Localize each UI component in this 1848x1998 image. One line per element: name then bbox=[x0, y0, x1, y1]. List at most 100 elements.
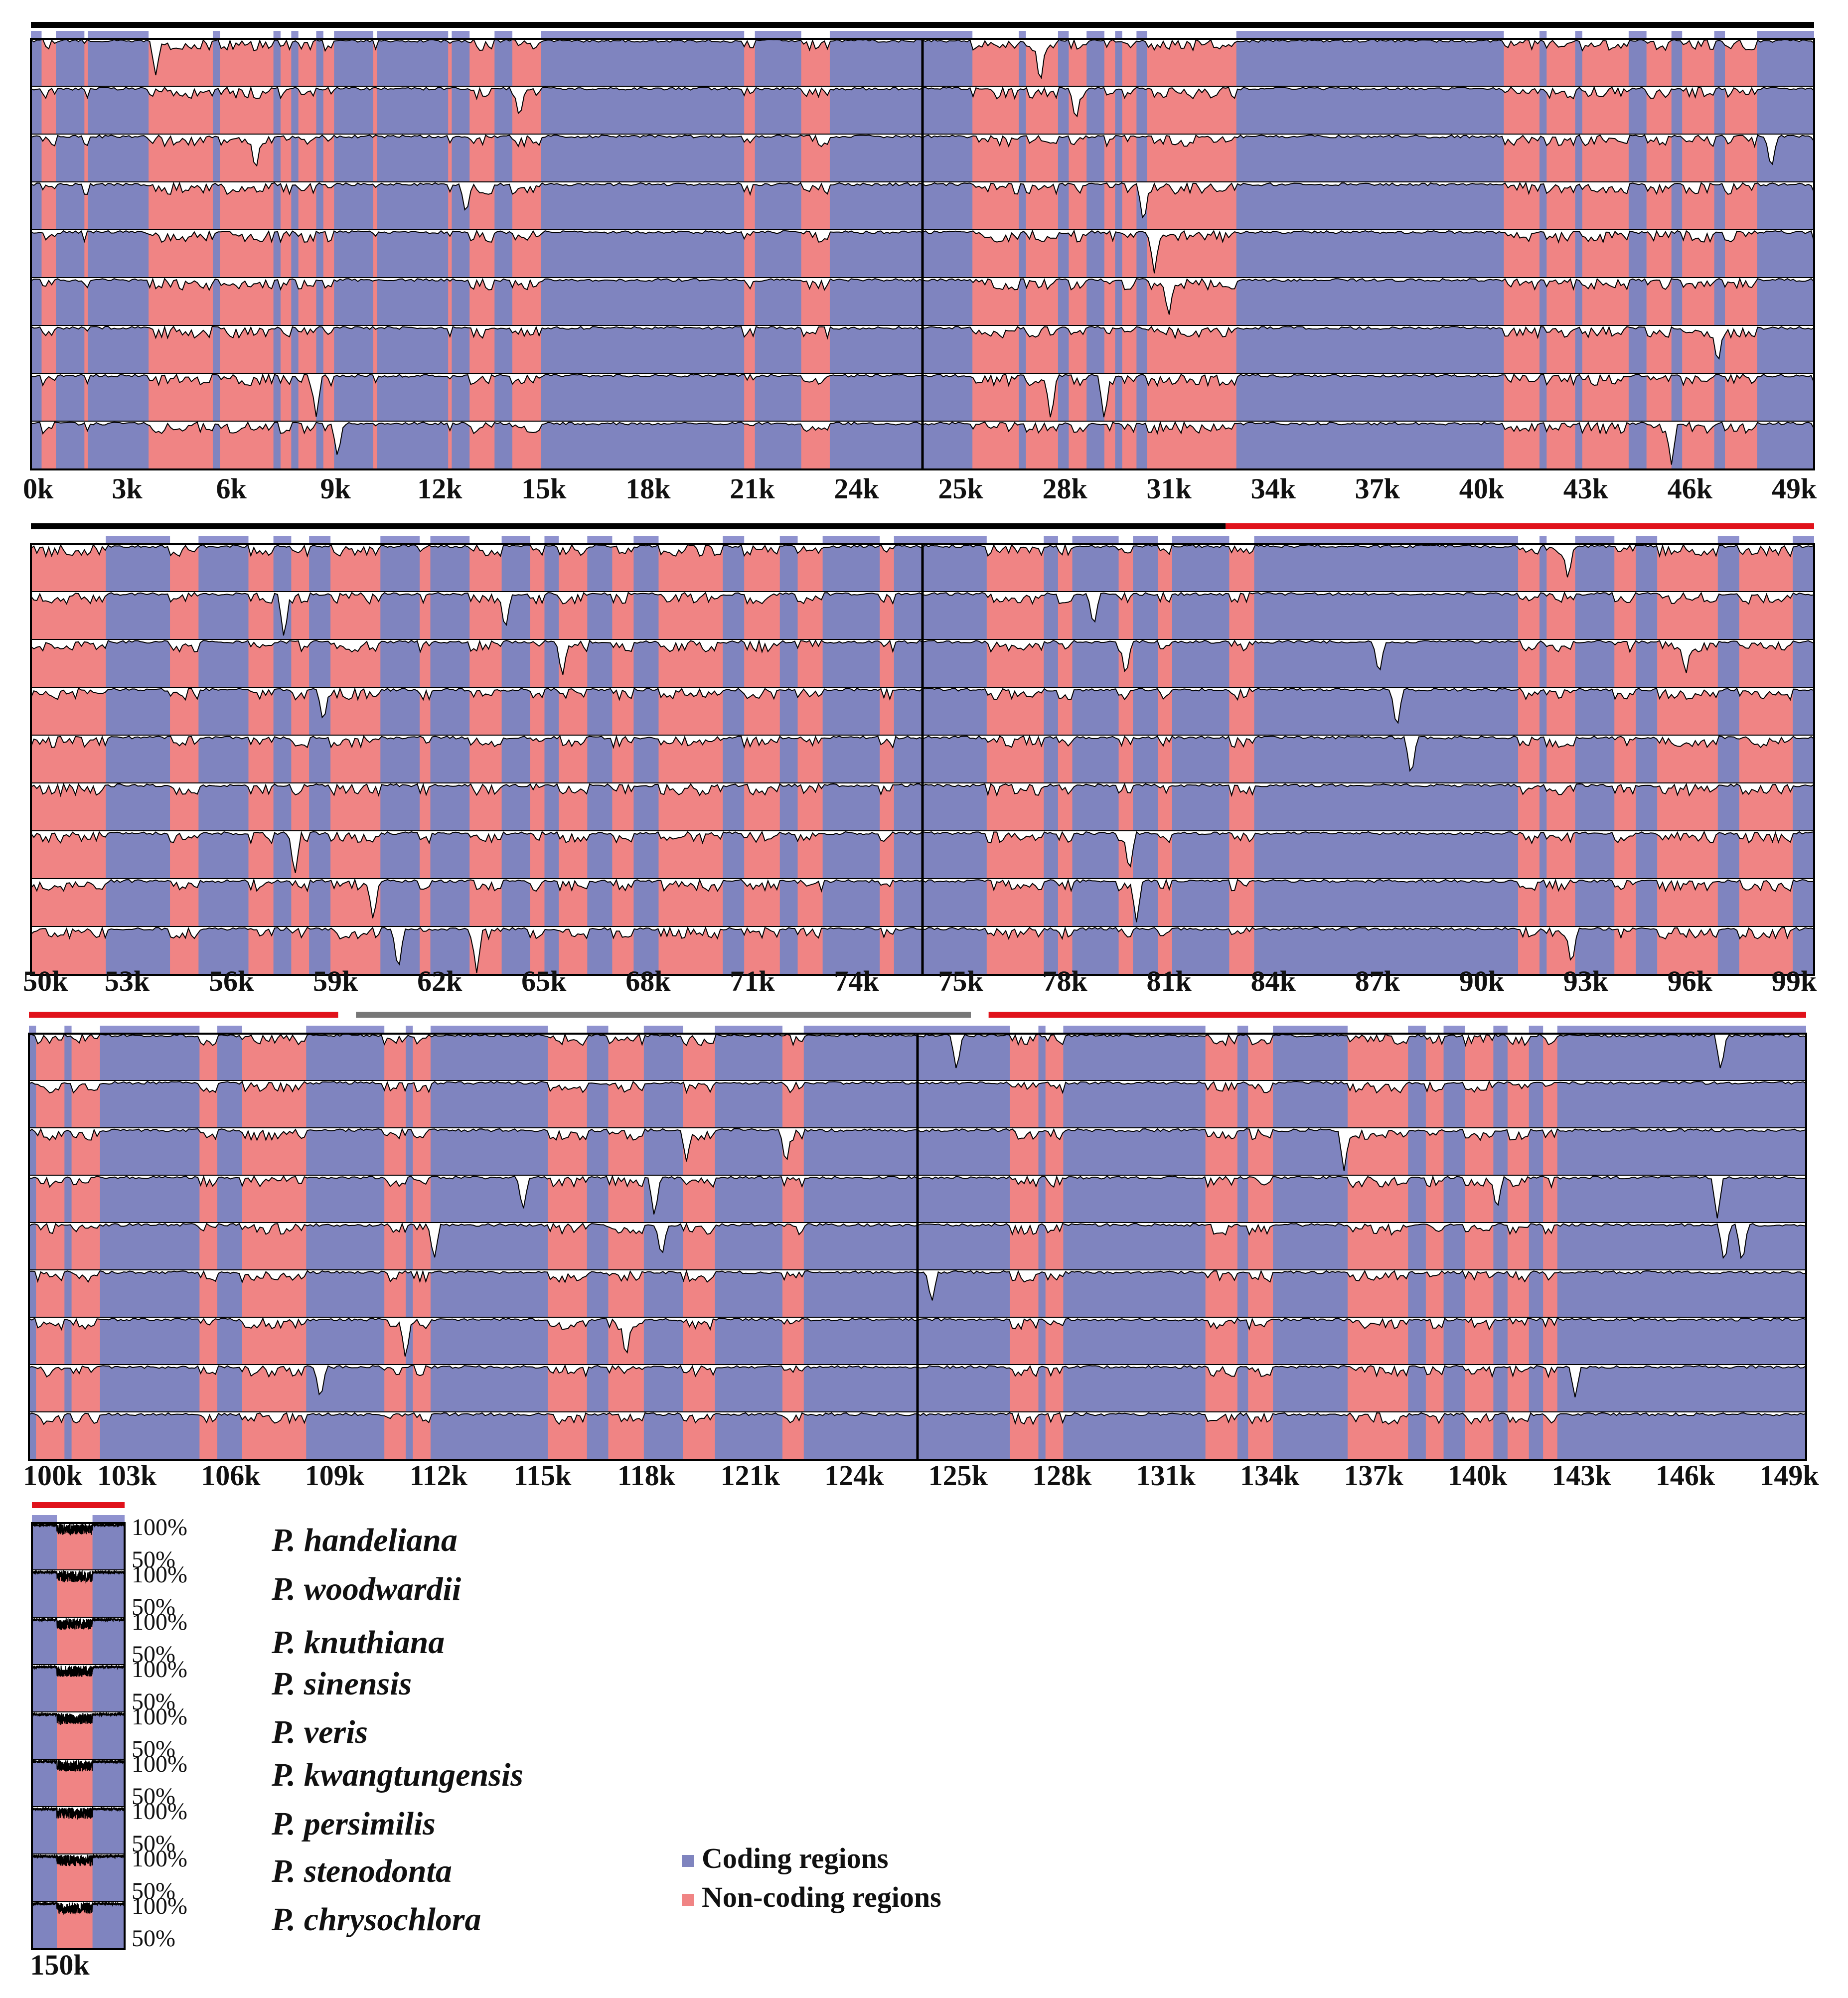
coding-region bbox=[88, 39, 149, 469]
x-tick-label: 143k bbox=[1551, 1459, 1611, 1492]
coding-region bbox=[1038, 1034, 1046, 1460]
y-label-50: 50% bbox=[132, 1736, 175, 1762]
coding-region bbox=[1529, 1034, 1543, 1460]
x-tick-label: 150k bbox=[30, 1949, 90, 1981]
coding-region bbox=[316, 39, 324, 469]
species-label-5: P. veris bbox=[271, 1714, 368, 1750]
coding-region bbox=[32, 1523, 57, 1949]
identity-gap-track-3 bbox=[31, 640, 1814, 675]
panels-layer: 0k 3k 6k 9k 12k 15k 18k 21k 24k 25k 28k 31k 34k 37k 40… bbox=[23, 22, 1819, 1981]
identity-gap-track-4 bbox=[31, 182, 1814, 218]
identity-curve-track-1 bbox=[31, 1522, 125, 1536]
identity-gap-track-9 bbox=[31, 927, 1814, 973]
gene-box bbox=[1172, 536, 1230, 543]
gene-box bbox=[1636, 536, 1658, 543]
x-tick-label: 137k bbox=[1344, 1459, 1403, 1492]
gene-box bbox=[587, 1026, 609, 1033]
x-tick-label: 78k bbox=[1042, 965, 1087, 997]
panel-1: 0k 3k 6k 9k 12k 15k 18k 21k 24k 25k 28k 31k 34k 37k 40… bbox=[23, 22, 1817, 505]
gene-box bbox=[643, 1026, 683, 1033]
noncoding-region bbox=[242, 1034, 307, 1460]
x-tick-label: 75k bbox=[938, 965, 983, 997]
gene-box bbox=[291, 31, 299, 38]
gene-box bbox=[217, 1026, 242, 1033]
y-label-50: 50% bbox=[132, 1546, 175, 1573]
noncoding-region bbox=[608, 1034, 644, 1460]
x-tick-label: 34k bbox=[1251, 472, 1296, 505]
noncoding-region bbox=[448, 39, 452, 469]
x-tick-label: 31k bbox=[1147, 472, 1192, 505]
noncoding-region bbox=[291, 544, 309, 975]
noncoding-region bbox=[1158, 544, 1173, 975]
species-label-1: P. handeliana bbox=[271, 1522, 458, 1558]
coding-region bbox=[430, 544, 470, 975]
gene-box bbox=[1717, 536, 1739, 543]
gene-box bbox=[88, 31, 149, 38]
gene-box bbox=[587, 536, 613, 543]
noncoding-region bbox=[782, 1034, 804, 1460]
identity-gap-track-7 bbox=[29, 1318, 1806, 1357]
coding-region bbox=[587, 1034, 609, 1460]
noncoding-region bbox=[797, 544, 823, 975]
noncoding-region bbox=[71, 1034, 101, 1460]
x-tick-label: 12k bbox=[417, 472, 462, 505]
noncoding-region bbox=[170, 544, 199, 975]
noncoding-region bbox=[1010, 1034, 1039, 1460]
gene-box bbox=[334, 31, 373, 38]
coding-region bbox=[779, 544, 798, 975]
y-label-100: 100% bbox=[132, 1514, 187, 1540]
coding-region bbox=[430, 1034, 548, 1460]
y-label-50: 50% bbox=[132, 1831, 175, 1857]
noncoding-region bbox=[1682, 39, 1715, 469]
gene-box bbox=[829, 31, 973, 38]
noncoding-region bbox=[1229, 544, 1255, 975]
x-tick-label: 24k bbox=[834, 472, 879, 505]
x-tick-label: 131k bbox=[1136, 1459, 1196, 1492]
coding-region bbox=[1557, 1034, 1807, 1460]
x-tick-label: 43k bbox=[1563, 472, 1609, 505]
coding-region bbox=[1539, 39, 1547, 469]
x-tick-label: 149k bbox=[1759, 1459, 1819, 1492]
noncoding-region bbox=[1739, 544, 1793, 975]
gene-box bbox=[430, 1026, 548, 1033]
noncoding-region bbox=[1646, 39, 1672, 469]
x-tick-label: 106k bbox=[201, 1459, 261, 1492]
noncoding-region bbox=[1248, 1034, 1273, 1460]
gene-box bbox=[633, 536, 659, 543]
x-tick-label: 49k bbox=[1772, 472, 1817, 505]
noncoding-region bbox=[530, 544, 545, 975]
panel-2: 50k 53k 56k 59k 62k 65k 68k 71k 74k 75k 78k 81k 84k 8… bbox=[23, 523, 1817, 997]
noncoding-region bbox=[469, 544, 502, 975]
coding-region bbox=[1714, 39, 1725, 469]
gene-box bbox=[380, 536, 420, 543]
gene-box bbox=[1575, 31, 1582, 38]
coding-region bbox=[715, 1034, 783, 1460]
coding-region bbox=[273, 39, 281, 469]
region-bar-ir bbox=[29, 1012, 338, 1018]
coding-region bbox=[1044, 544, 1059, 975]
noncoding-region bbox=[1104, 39, 1115, 469]
x-tick-label: 25k bbox=[938, 472, 983, 505]
coding-region bbox=[1575, 39, 1583, 469]
x-tick-label: 21k bbox=[730, 472, 775, 505]
y-label-50: 50% bbox=[132, 1689, 175, 1715]
species-label-7: P. persimilis bbox=[271, 1806, 436, 1842]
gene-box bbox=[1019, 31, 1026, 38]
noncoding-region bbox=[559, 544, 588, 975]
coding-region bbox=[755, 39, 802, 469]
region-bar-ir bbox=[1226, 523, 1814, 529]
y-label-100: 100% bbox=[132, 1893, 187, 1919]
noncoding-region bbox=[1504, 39, 1540, 469]
coding-region bbox=[1539, 544, 1547, 975]
noncoding-region bbox=[1465, 1034, 1494, 1460]
noncoding-region bbox=[612, 544, 634, 975]
coding-region bbox=[1636, 544, 1658, 975]
y-label-50: 50% bbox=[132, 1878, 175, 1904]
x-tick-label: 118k bbox=[617, 1459, 676, 1492]
x-tick-label: 115k bbox=[513, 1459, 572, 1492]
noncoding-region bbox=[298, 39, 316, 469]
noncoding-region bbox=[972, 39, 1019, 469]
gene-box bbox=[723, 536, 745, 543]
noncoding-region bbox=[1725, 39, 1758, 469]
region-bar-ssc bbox=[356, 1012, 971, 1018]
